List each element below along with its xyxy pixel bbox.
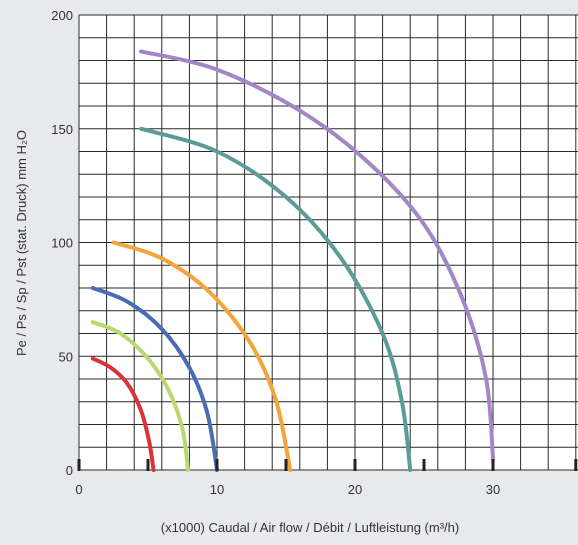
x-tick-label: 10 [210,482,224,497]
x-tick-labels: 0 10 20 30 [75,482,500,497]
y-tick-label: 200 [51,8,73,23]
y-tick-label: 100 [51,236,73,251]
y-tick-label: 150 [51,122,73,137]
series-curve-6 [139,49,495,461]
series-curve-3 [90,286,219,472]
x-axis-title: (x1000) Caudal / Air flow / Débit / Luft… [161,520,459,535]
y-tick-label: 50 [59,349,73,364]
y-tick-label: 0 [66,463,73,478]
series-curve-2 [90,320,191,472]
series-curve-5 [139,126,413,472]
x-tick-label: 20 [348,482,362,497]
x-tick-label: 0 [75,482,82,497]
series-curve-1 [90,356,156,472]
y-axis-title: Pe / Ps / Sp / Pst (stat. Druck) mm H₂O [14,130,29,356]
y-tick-labels: 0 50 100 150 200 [51,8,73,478]
tick-marks [77,459,578,471]
x-tick-label: 30 [486,482,500,497]
series-group [90,49,495,472]
series-curve-4 [111,240,293,472]
